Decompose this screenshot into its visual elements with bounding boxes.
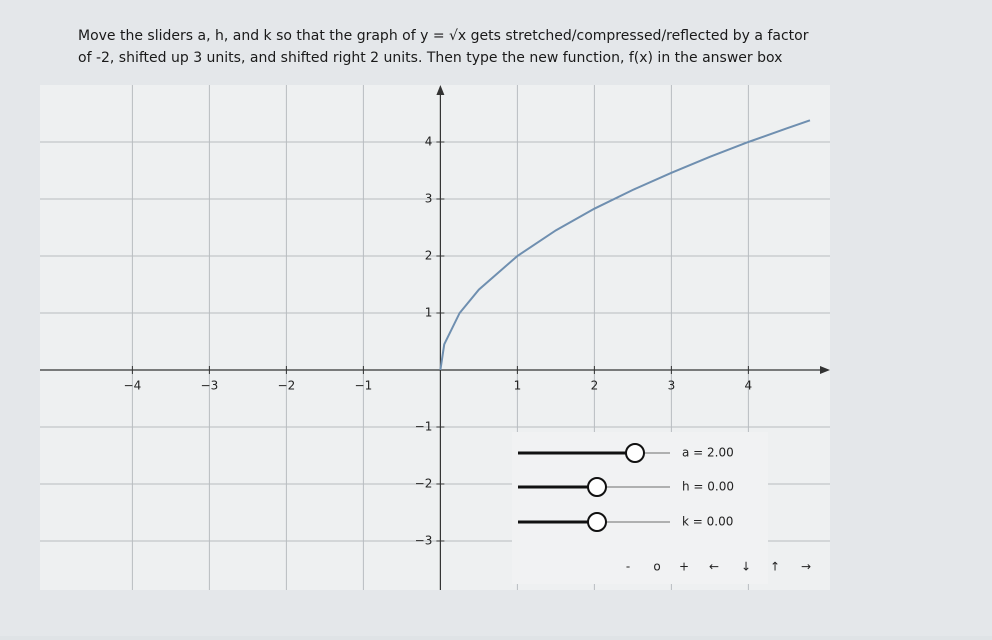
y-tick-label: −2	[415, 476, 433, 490]
control-button[interactable]: ↑	[770, 560, 780, 574]
control-button[interactable]: ↓	[741, 560, 751, 574]
slider-label: k = 0.00	[682, 515, 733, 529]
control-button[interactable]: +	[679, 560, 689, 574]
question-line: Move the sliders a, h, and k so that the…	[78, 28, 809, 44]
y-tick-label: 3	[425, 191, 433, 205]
x-tick-label: −3	[201, 378, 219, 392]
x-tick-label: 2	[591, 378, 599, 392]
x-tick-label: −4	[124, 378, 142, 392]
curve	[439, 119, 811, 371]
control-button[interactable]: ←	[709, 560, 719, 574]
control-button[interactable]: →	[801, 560, 811, 574]
slider-label: a = 2.00	[682, 446, 734, 460]
x-tick-label: 1	[514, 378, 522, 392]
x-tick-label: 3	[668, 378, 676, 392]
control-button[interactable]: o	[653, 560, 660, 574]
y-tick-label: 4	[425, 134, 433, 148]
slider-knob[interactable]	[587, 477, 607, 497]
y-tick-label: 2	[425, 248, 433, 262]
y-tick-label: 1	[425, 305, 433, 319]
slider-label: h = 0.00	[682, 480, 734, 494]
y-tick-label: −1	[415, 419, 433, 433]
x-tick-label: −2	[278, 378, 296, 392]
x-tick-label: 4	[745, 378, 753, 392]
x-tick-label: −1	[355, 378, 373, 392]
control-button[interactable]: -	[626, 560, 630, 574]
y-axis-arrow	[436, 85, 445, 95]
y-tick-label: −3	[415, 533, 433, 547]
x-axis-arrow	[820, 365, 830, 374]
slider-knob[interactable]	[587, 512, 607, 532]
slider-knob[interactable]	[625, 443, 645, 463]
question-line: of -2, shifted up 3 units, and shifted r…	[78, 50, 782, 66]
